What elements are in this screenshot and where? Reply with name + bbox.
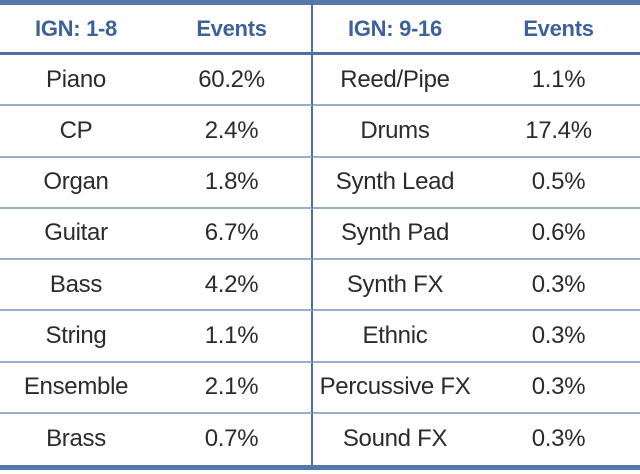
events-cell: 60.2% xyxy=(152,55,313,107)
events-cell: 0.7% xyxy=(152,413,313,465)
events-cell: 6.7% xyxy=(152,208,313,260)
events-cell: 1.1% xyxy=(477,55,640,107)
events-cell: 0.3% xyxy=(531,425,586,453)
table-grid: IGN: 1-8 Events IGN: 9-16 Events Piano 6… xyxy=(0,5,640,465)
instrument-cell: Piano xyxy=(0,55,152,107)
instrument-cell: Bass xyxy=(0,260,152,312)
instrument-cell: Drums xyxy=(313,106,477,158)
column-header-ign-1-8: IGN: 1-8 xyxy=(0,5,152,55)
events-cell: 4.2% xyxy=(152,260,313,312)
events-cell: 2.4% xyxy=(152,106,313,158)
column-header-events-right: Events xyxy=(477,5,640,55)
instrument-cell: Percussive FX xyxy=(313,363,477,414)
instrument-cell: Ensemble xyxy=(0,363,152,414)
instrument-cell: Sound FX xyxy=(342,425,448,453)
instrument-cell: Synth FX xyxy=(313,260,477,312)
events-cell: 0.3% xyxy=(477,363,640,414)
instrument-cell: Synth Lead xyxy=(313,158,477,209)
events-cell: 2.1% xyxy=(152,362,313,414)
events-cell: 0.3% xyxy=(477,260,640,312)
events-cell: 0.3% xyxy=(477,311,640,363)
events-cell: 1.8% xyxy=(152,157,313,209)
instrument-cell: Guitar xyxy=(0,209,152,260)
instrument-cell: Brass xyxy=(46,425,106,453)
instrument-cell: Ethnic xyxy=(313,311,477,363)
instrument-cell: Synth Pad xyxy=(313,209,477,260)
column-header-events-left: Events xyxy=(152,5,313,55)
instrument-cell: CP xyxy=(0,106,152,158)
column-header-ign-9-16: IGN: 9-16 xyxy=(313,5,477,55)
events-cell: 17.4% xyxy=(477,106,640,158)
events-cell: 1.1% xyxy=(152,311,313,363)
instrument-cell: Reed/Pipe xyxy=(313,55,477,107)
instrument-cell: Organ xyxy=(0,158,152,209)
events-cell: 0.6% xyxy=(477,209,640,260)
instrument-cell: String xyxy=(0,311,152,363)
events-cell: 0.5% xyxy=(477,158,640,209)
